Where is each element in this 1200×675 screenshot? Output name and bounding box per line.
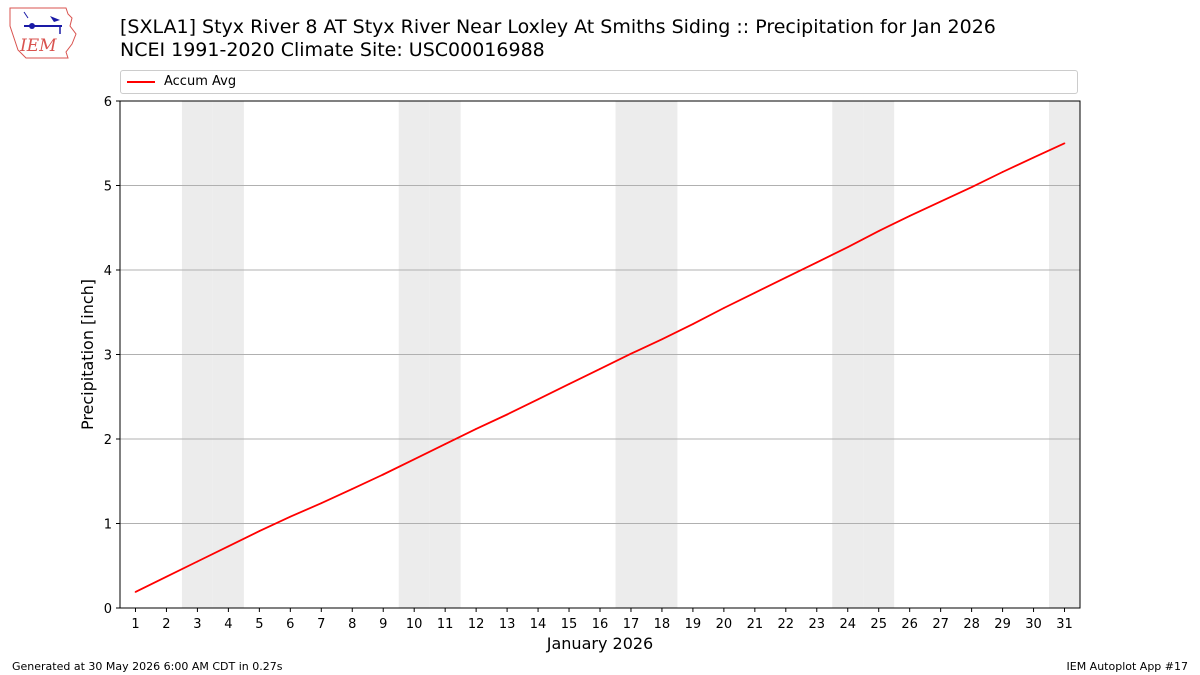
data-point-day-3 [196, 560, 199, 563]
x-tick-label-21: 21 [747, 617, 764, 632]
data-point-day-10 [413, 458, 415, 461]
data-point-day-29 [1001, 171, 1004, 173]
x-tick-label-10: 10 [406, 617, 423, 632]
data-point-day-24 [846, 246, 849, 248]
x-tick-label-2: 2 [162, 617, 170, 632]
data-point-day-1 [134, 591, 137, 593]
x-tick-label-14: 14 [530, 617, 547, 632]
data-point-day-6 [289, 515, 292, 518]
x-tick-label-9: 9 [379, 617, 387, 632]
data-point-day-12 [475, 428, 477, 430]
data-point-day-7 [320, 502, 323, 505]
y-tick-label-5: 5 [104, 180, 112, 195]
x-tick-label-23: 23 [809, 617, 826, 632]
x-tick-label-22: 22 [778, 617, 795, 632]
y-tick-label-2: 2 [104, 433, 112, 448]
x-tick-label-4: 4 [224, 617, 232, 632]
data-point-day-22 [785, 276, 787, 279]
data-point-day-14 [537, 398, 539, 401]
y-tick-label-4: 4 [104, 264, 112, 279]
y-tick-label-6: 6 [104, 95, 112, 110]
x-tick-label-16: 16 [592, 617, 609, 632]
data-point-day-30 [1032, 156, 1035, 159]
x-tick-label-30: 30 [1025, 617, 1042, 632]
data-point-day-28 [970, 186, 973, 188]
data-point-day-13 [506, 413, 508, 416]
data-point-day-15 [568, 383, 570, 385]
data-point-day-21 [754, 292, 756, 294]
chart-title-line2: NCEI 1991-2020 Climate Site: USC00016988 [120, 39, 545, 61]
data-point-day-26 [908, 215, 911, 217]
chart-title-line1: [SXLA1] Styx River 8 AT Styx River Near … [120, 16, 996, 38]
data-point-day-19 [692, 323, 694, 325]
x-tick-label-13: 13 [499, 617, 516, 632]
data-point-day-16 [599, 368, 601, 370]
data-point-day-27 [939, 200, 942, 203]
data-point-day-8 [351, 488, 354, 490]
footer-app-id: IEM Autoplot App #17 [1066, 660, 1189, 673]
data-point-day-17 [630, 352, 632, 355]
x-tick-label-31: 31 [1056, 617, 1073, 632]
series-line-accum-avg [135, 142, 1065, 593]
data-point-day-31 [1063, 142, 1066, 145]
x-tick-label-26: 26 [901, 617, 918, 632]
data-point-day-18 [661, 338, 663, 341]
x-tick-label-5: 5 [255, 617, 263, 632]
x-tick-label-18: 18 [654, 617, 671, 632]
y-tick-label-3: 3 [104, 349, 112, 364]
y-tick-label-0: 0 [104, 602, 112, 617]
x-tick-label-7: 7 [317, 617, 325, 632]
y-axis-title: Precipitation [inch] [78, 279, 97, 430]
x-tick-label-28: 28 [963, 617, 980, 632]
footer-generated: Generated at 30 May 2026 6:00 AM CDT in … [12, 660, 283, 673]
plot-frame [119, 100, 1081, 609]
x-tick-label-8: 8 [348, 617, 356, 632]
x-tick-label-20: 20 [716, 617, 733, 632]
x-tick-label-17: 17 [623, 617, 640, 632]
x-tick-label-27: 27 [932, 617, 949, 632]
data-point-day-25 [877, 230, 880, 232]
x-tick-label-6: 6 [286, 617, 294, 632]
x-tick-label-15: 15 [561, 617, 578, 632]
data-point-day-11 [444, 443, 446, 445]
x-tick-label-11: 11 [437, 617, 454, 632]
x-tick-label-19: 19 [685, 617, 702, 632]
legend-label-accum-avg: Accum Avg [164, 74, 237, 89]
data-point-day-23 [815, 261, 818, 264]
x-tick-label-25: 25 [870, 617, 887, 632]
chart-title: [SXLA1] Styx River 8 AT Styx River Near … [120, 16, 996, 62]
data-point-day-4 [227, 545, 230, 548]
iem-logo: IEM [9, 7, 77, 59]
x-tick-label-1: 1 [131, 617, 139, 632]
x-tick-label-12: 12 [468, 617, 485, 632]
logo-text: IEM [19, 36, 57, 56]
chart-legend: Accum Avg [120, 70, 1078, 94]
data-point-day-2 [165, 575, 168, 578]
data-point-day-20 [723, 307, 725, 309]
x-axis-title: January 2026 [546, 634, 653, 653]
data-point-day-9 [382, 473, 385, 476]
x-tick-label-3: 3 [193, 617, 201, 632]
x-tick-label-24: 24 [839, 617, 856, 632]
x-tick-label-29: 29 [994, 617, 1011, 632]
y-tick-label-1: 1 [104, 518, 112, 533]
legend-swatch-accum-avg [127, 81, 155, 83]
data-point-day-5 [258, 530, 261, 532]
